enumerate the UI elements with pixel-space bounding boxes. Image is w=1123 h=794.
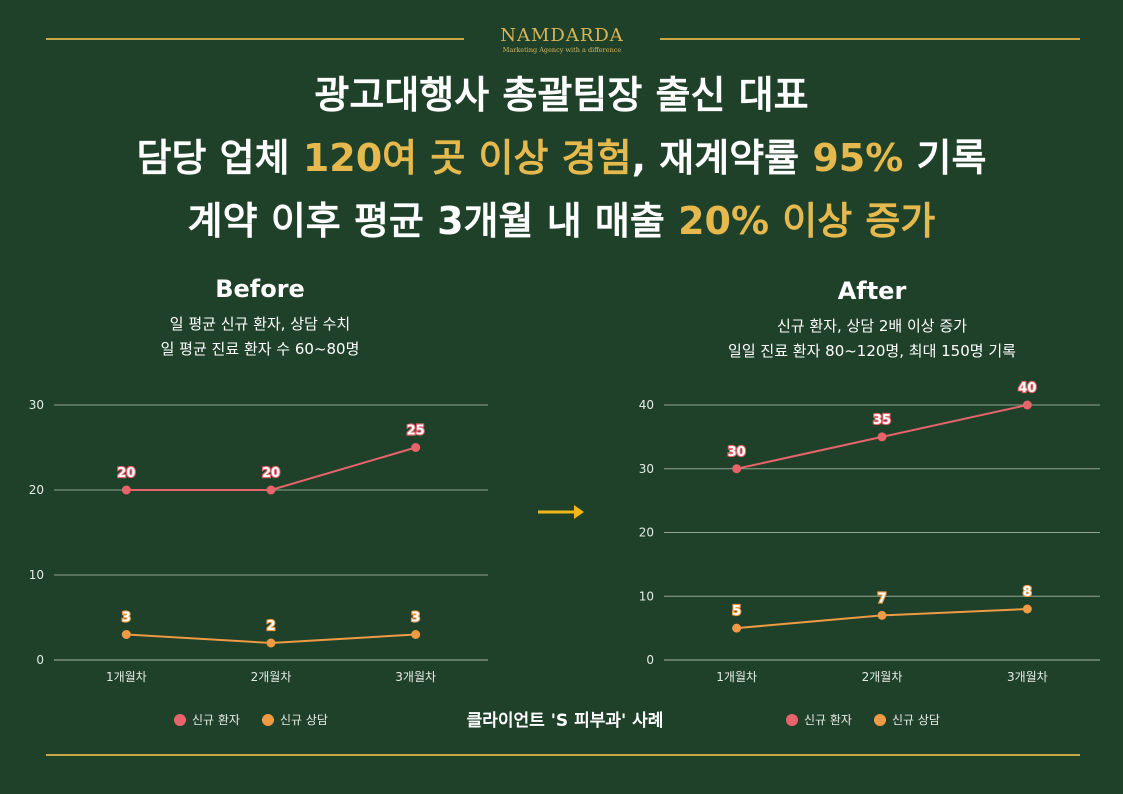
data-label: 20	[262, 466, 280, 481]
legend-item: 신규 환자	[786, 711, 852, 728]
legend-label: 신규 상담	[891, 713, 940, 727]
y-tick-label: 20	[639, 526, 654, 540]
headline-line-1-text: 광고대행사 총괄팀장 출신 대표	[314, 73, 809, 117]
brand-name: NAMDARDA	[500, 25, 624, 46]
headline-highlight: 95%	[812, 136, 904, 180]
before-subtitle-line-2: 일 평균 진료 환자 수 60~80명	[160, 340, 360, 358]
headline-highlight: 120여 곳 이상 경험	[302, 136, 632, 180]
top-divider-right	[660, 38, 1080, 40]
x-tick-label: 3개월차	[1007, 670, 1048, 684]
legend-label: 신규 환자	[192, 713, 240, 727]
y-tick-label: 40	[639, 398, 654, 412]
y-tick-label: 10	[639, 589, 654, 603]
before-subtitle: 일 평균 신규 환자, 상담 수치 일 평균 진료 환자 수 60~80명	[80, 312, 440, 362]
data-point	[411, 630, 421, 639]
after-title: After	[837, 277, 907, 305]
legend-label: 신규 환자	[804, 713, 852, 727]
after-subtitle-line-1: 신규 환자, 상담 2배 이상 증가	[777, 317, 967, 335]
data-point	[877, 432, 887, 442]
y-tick-label: 30	[29, 398, 44, 412]
case-caption: 클라이언트 'S 피부과' 사례	[466, 711, 664, 731]
headline-line-1: 광고대행사 총괄팀장 출신 대표	[0, 70, 1123, 120]
data-label: 3	[411, 611, 420, 626]
after-legend: 신규 환자 신규 상담	[786, 711, 962, 728]
data-label: 20	[117, 466, 135, 481]
legend-item: 신규 상담	[261, 711, 328, 728]
y-tick-label: 0	[36, 653, 44, 667]
data-point	[266, 638, 276, 648]
y-tick-label: 30	[639, 462, 654, 476]
before-subtitle-line-1: 일 평균 신규 환자, 상담 수치	[169, 315, 351, 333]
data-point	[121, 630, 131, 639]
y-tick-label: 10	[29, 568, 44, 582]
before-chart: 0 10 20 30 1개월차 2개월차 3개월차 20 20 25 3 2 3	[29, 398, 488, 684]
x-tick-label: 1개월차	[716, 670, 757, 684]
headline-line-2-part: 기록	[903, 136, 987, 180]
data-label: 40	[1018, 381, 1036, 396]
right-arrow-icon	[538, 505, 584, 519]
bottom-divider	[46, 754, 1080, 756]
data-label: 35	[873, 413, 891, 428]
data-label: 25	[407, 424, 425, 439]
before-legend: 신규 환자 신규 상담	[174, 711, 350, 728]
headline-line-3: 계약 이후 평균 3개월 내 매출 20% 이상 증가	[0, 196, 1123, 246]
data-label: 30	[728, 445, 746, 460]
brand-tagline: Marketing Agency with a difference	[502, 46, 622, 54]
data-point	[732, 464, 742, 474]
data-label: 3	[122, 611, 131, 626]
legend-marker	[786, 713, 798, 726]
legend-marker	[261, 713, 274, 726]
x-tick-label: 2개월차	[251, 670, 292, 684]
legend-label: 신규 상담	[279, 713, 328, 727]
headline-line-2: 담당 업체 120여 곳 이상 경험, 재계약률 95% 기록	[0, 133, 1123, 183]
data-point	[877, 610, 887, 620]
data-point	[266, 485, 276, 495]
data-point	[411, 443, 421, 452]
legend-marker	[174, 713, 186, 726]
data-label: 2	[266, 619, 275, 634]
before-title: Before	[215, 275, 305, 303]
data-label: 8	[1023, 585, 1032, 600]
headline-line-2-part: , 재계약률	[631, 136, 813, 180]
data-point	[1022, 400, 1032, 410]
data-point	[732, 623, 742, 633]
brand-logo: NAMDARDA Marketing Agency with a differe…	[478, 25, 646, 55]
headline-line-3-part: 계약 이후 평균 3개월 내 매출	[187, 199, 679, 243]
y-tick-label: 20	[29, 483, 44, 497]
after-chart: 0 10 20 30 40 1개월차 2개월차 3개월차 30 35 40 5 7 8	[639, 380, 1100, 684]
x-tick-label: 1개월차	[106, 670, 147, 684]
after-subtitle: 신규 환자, 상담 2배 이상 증가 일일 진료 환자 80~120명, 최대 …	[672, 314, 1072, 364]
x-tick-label: 2개월차	[862, 670, 903, 684]
data-label: 7	[877, 591, 886, 606]
top-divider-left	[46, 38, 464, 40]
data-point	[121, 485, 131, 495]
x-tick-label: 3개월차	[395, 670, 436, 684]
after-subtitle-line-2: 일일 진료 환자 80~120명, 최대 150명 기록	[728, 342, 1016, 360]
data-point	[1022, 604, 1032, 614]
data-label: 5	[732, 604, 741, 619]
headline-highlight: 20% 이상 증가	[678, 199, 936, 243]
legend-marker	[873, 713, 886, 726]
y-tick-label: 0	[646, 653, 654, 667]
legend-item: 신규 상담	[873, 711, 940, 728]
headline-line-2-part: 담당 업체	[136, 136, 303, 180]
legend-item: 신규 환자	[174, 711, 240, 728]
